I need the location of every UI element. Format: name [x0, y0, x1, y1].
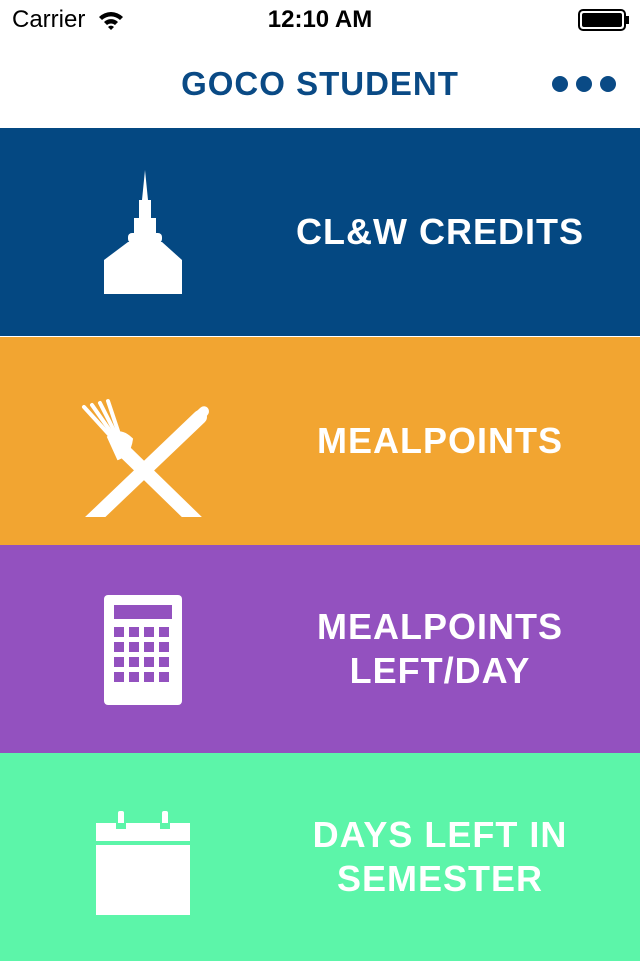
calculator-key	[144, 642, 154, 652]
status-bar: Carrier 12:10 AM	[0, 0, 640, 40]
calculator-key	[144, 657, 154, 667]
days-left-in-semester-tile[interactable]: DAYS LEFT IN SEMESTER	[0, 753, 640, 961]
more-dots-icon	[552, 76, 568, 92]
wifi-icon	[97, 9, 125, 31]
nav-bar: GOCO STUDENT	[0, 40, 640, 128]
clw-credits-tile[interactable]: CL&W CREDITS	[0, 128, 640, 336]
tile-label-line: MEALPOINTS	[316, 420, 563, 461]
tile-label-line: LEFT/DAY	[349, 650, 531, 691]
tile-label: MEALPOINTS	[260, 337, 620, 545]
calendar-icon	[70, 783, 220, 933]
calculator-key	[144, 627, 154, 637]
chapel-icon	[70, 158, 220, 308]
calculator-key	[159, 642, 169, 652]
calculator-key	[159, 672, 169, 682]
calculator-key	[159, 627, 169, 637]
more-dot	[576, 76, 592, 92]
calculator-key	[129, 657, 139, 667]
tile-label: MEALPOINTS LEFT/DAY	[260, 545, 620, 753]
page-title: GOCO STUDENT	[181, 65, 459, 102]
more-dot	[600, 76, 616, 92]
tile-label-line: DAYS LEFT IN	[312, 814, 568, 855]
mealpoints-left-per-day-tile[interactable]: MEALPOINTS LEFT/DAY	[0, 545, 640, 753]
more-options-button[interactable]	[552, 66, 616, 102]
calculator-key	[129, 627, 139, 637]
calculator-key	[114, 642, 124, 652]
carrier-label: Carrier	[12, 6, 86, 33]
calculator-key	[114, 657, 124, 667]
battery-icon	[578, 9, 630, 31]
calculator-key	[159, 657, 169, 667]
mealpoints-tile[interactable]: MEALPOINTS	[0, 337, 640, 545]
tile-label-line: MEALPOINTS	[316, 606, 563, 647]
calculator-key	[114, 627, 124, 637]
tile-label-line: SEMESTER	[336, 858, 544, 899]
status-time: 12:10 AM	[267, 6, 373, 33]
fork-knife-icon	[70, 367, 220, 517]
calculator-icon	[70, 575, 220, 725]
tile-label: DAYS LEFT IN SEMESTER	[260, 753, 620, 961]
calculator-key	[129, 672, 139, 682]
tile-label: CL&W CREDITS	[260, 128, 620, 336]
calculator-key	[114, 672, 124, 682]
calculator-key	[144, 672, 154, 682]
tile-label-line: CL&W CREDITS	[296, 211, 584, 252]
calculator-key	[129, 642, 139, 652]
